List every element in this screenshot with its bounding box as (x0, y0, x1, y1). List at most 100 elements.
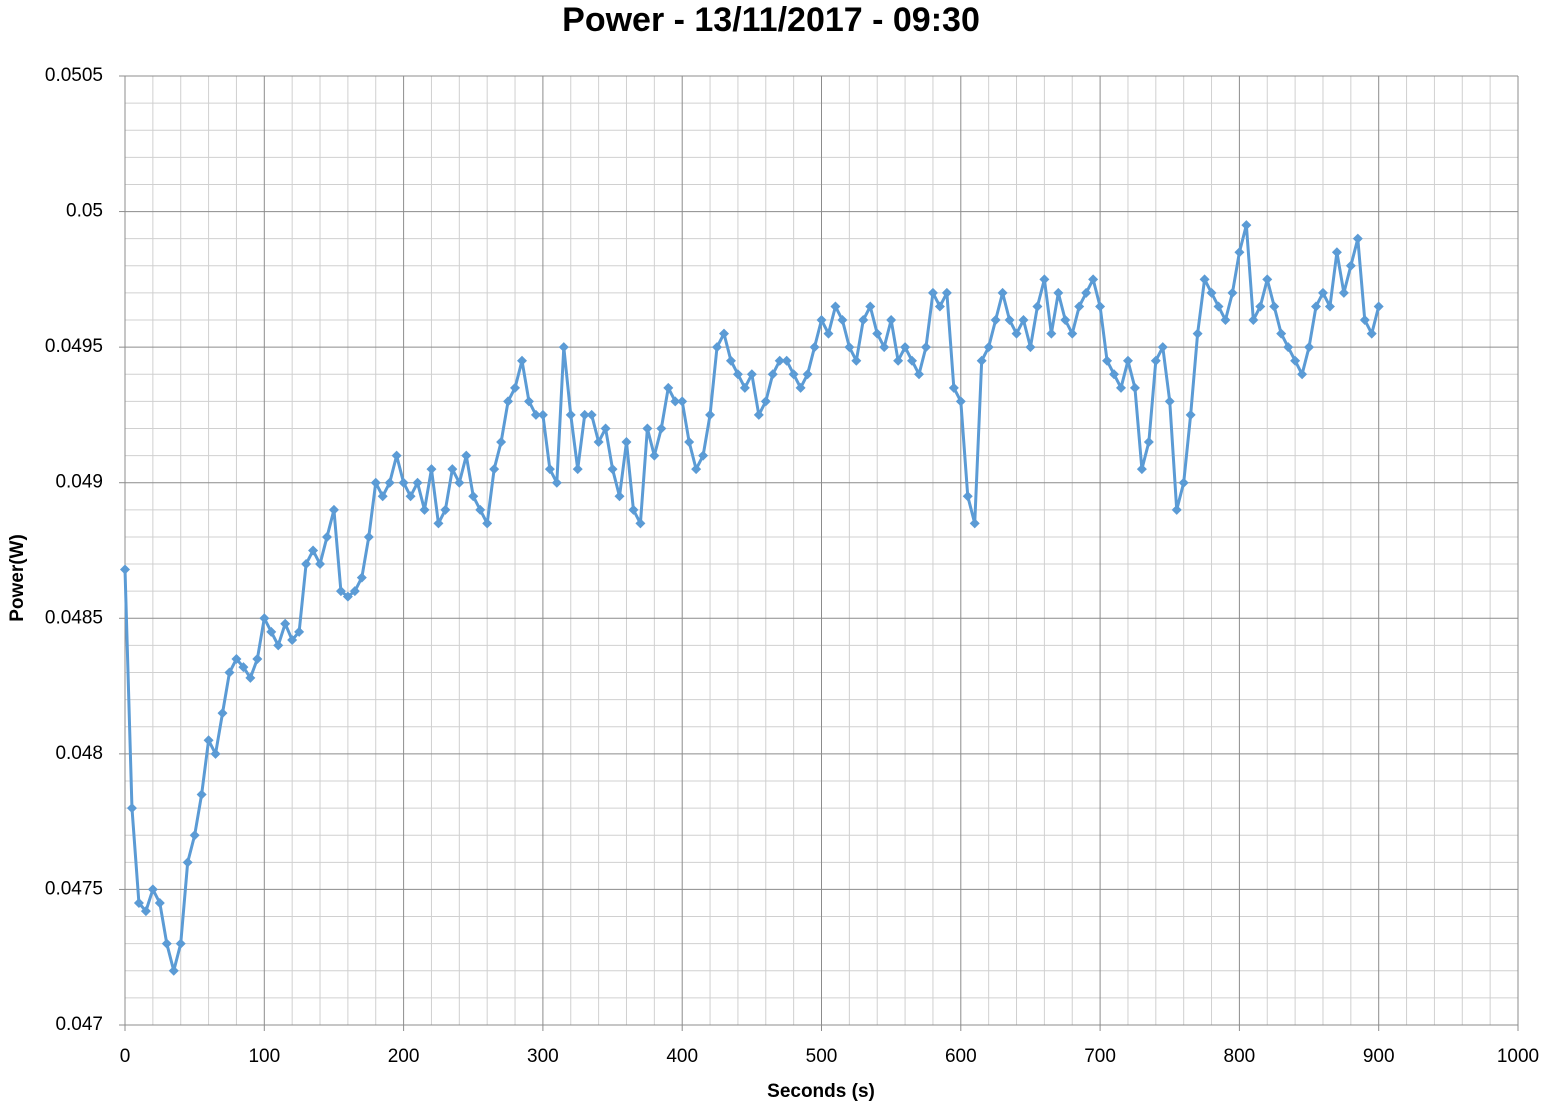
data-point (384, 477, 395, 488)
data-point (879, 342, 890, 353)
data-point (816, 315, 827, 326)
data-point (405, 491, 416, 502)
data-point (189, 830, 200, 841)
data-point (593, 437, 604, 448)
data-point (503, 396, 514, 407)
data-point (1088, 274, 1099, 285)
data-point (168, 965, 179, 976)
data-point (1192, 328, 1203, 339)
data-point (440, 504, 451, 515)
data-point (1011, 328, 1022, 339)
data-point (607, 464, 618, 475)
data-point (294, 626, 305, 637)
data-point (628, 504, 639, 515)
data-point (1032, 301, 1043, 312)
data-point (858, 315, 869, 326)
data-point (886, 315, 897, 326)
data-point (1136, 464, 1147, 475)
data-point (614, 491, 625, 502)
data-point (530, 409, 541, 420)
data-point (1234, 247, 1245, 258)
data-point (1206, 287, 1217, 298)
data-point (349, 586, 360, 597)
data-point (245, 672, 256, 683)
data-point (781, 355, 792, 366)
data-point (725, 355, 736, 366)
data-point (551, 477, 562, 488)
data-point (203, 735, 214, 746)
data-point (1338, 287, 1349, 298)
data-point (865, 301, 876, 312)
data-point (691, 464, 702, 475)
y-axis-title: Power(W) (7, 534, 28, 622)
data-point (391, 450, 402, 461)
data-point (301, 559, 312, 570)
data-point (1018, 315, 1029, 326)
data-point (663, 382, 674, 393)
data-point (941, 287, 952, 298)
data-point (1025, 342, 1036, 353)
data-point (489, 464, 500, 475)
data-point (1199, 274, 1210, 285)
data-point (767, 369, 778, 380)
y-tick-label: 0.048 (55, 743, 103, 764)
data-point (1276, 328, 1287, 339)
data-point (795, 382, 806, 393)
data-point (1067, 328, 1078, 339)
data-point (837, 315, 848, 326)
data-point (544, 464, 555, 475)
data-point (948, 382, 959, 393)
x-tick-label: 400 (666, 1046, 698, 1067)
x-tick-label: 900 (1363, 1046, 1395, 1067)
data-point (677, 396, 688, 407)
x-tick-label: 600 (945, 1046, 977, 1067)
data-point (635, 518, 646, 529)
data-point (377, 491, 388, 502)
x-tick-label: 200 (388, 1046, 420, 1067)
y-tick-label: 0.05 (66, 201, 103, 222)
data-point (670, 396, 681, 407)
data-point (809, 342, 820, 353)
data-point (426, 464, 437, 475)
data-point (1255, 301, 1266, 312)
data-point (1129, 382, 1140, 393)
data-point (1102, 355, 1113, 366)
data-point (705, 409, 716, 420)
data-point (969, 518, 980, 529)
data-point (872, 328, 883, 339)
data-point (468, 491, 479, 502)
data-point (161, 938, 172, 949)
data-point (398, 477, 409, 488)
data-point (712, 342, 723, 353)
data-point (126, 803, 137, 814)
data-point (259, 613, 270, 624)
data-point (1352, 233, 1363, 244)
data-point (893, 355, 904, 366)
data-point (433, 518, 444, 529)
data-point (238, 662, 249, 673)
data-point (147, 884, 158, 895)
x-tick-label: 300 (527, 1046, 559, 1067)
data-point (642, 423, 653, 434)
data-point (698, 450, 709, 461)
y-tick-label: 0.0475 (45, 878, 103, 899)
x-tick-label: 100 (248, 1046, 280, 1067)
data-point (830, 301, 841, 312)
data-point (231, 653, 242, 664)
data-point (983, 342, 994, 353)
data-point (1164, 396, 1175, 407)
data-point (1311, 301, 1322, 312)
y-tick-label: 0.047 (55, 1014, 103, 1035)
data-point (997, 287, 1008, 298)
x-tick-label: 700 (1084, 1046, 1116, 1067)
data-point (907, 355, 918, 366)
data-point (517, 355, 528, 366)
data-point (328, 504, 339, 515)
y-tick-label: 0.0505 (45, 65, 103, 86)
data-point (1304, 342, 1315, 353)
data-point (1115, 382, 1126, 393)
data-point (370, 477, 381, 488)
data-point (1220, 315, 1231, 326)
data-point (175, 938, 186, 949)
